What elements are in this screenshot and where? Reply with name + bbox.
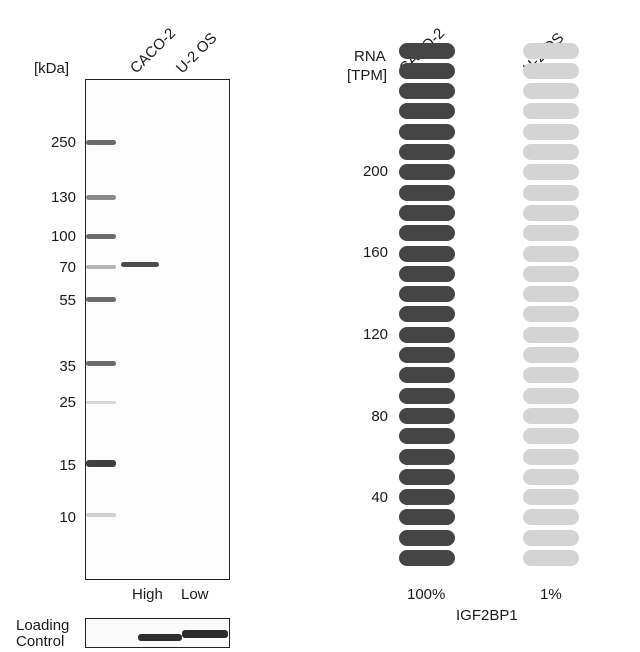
rna-bar-segment: [523, 306, 579, 323]
rna-bar-segment: [399, 184, 455, 201]
ladder-band-55: [86, 297, 116, 302]
loading-control-band-caco2: [138, 634, 182, 641]
ladder-band-15: [86, 460, 116, 467]
rna-bar-segment: [523, 428, 579, 445]
loading-control-label-line1: Loading: [16, 617, 70, 634]
rna-bar-segment: [399, 42, 455, 59]
rna-bar-segment: [523, 144, 579, 160]
rna-ytick-80: 80: [371, 408, 388, 425]
ladder-band-10: [86, 513, 116, 517]
rna-bar-segment: [523, 164, 579, 181]
rna-bar-segment: [523, 367, 579, 384]
rna-bar-segment: [523, 347, 579, 363]
rna-bar-caco2: [399, 0, 455, 652]
rna-ytick-40: 40: [371, 489, 388, 506]
rna-bar-segment: [523, 225, 579, 242]
gene-name-label: IGF2BP1: [456, 607, 518, 624]
loading-control-membrane: [85, 618, 230, 648]
rna-bar-segment: [399, 367, 455, 384]
rna-bar-segment: [523, 509, 579, 526]
marker-label-25: 25: [59, 394, 76, 411]
rna-percent-label-caco2: 100%: [407, 586, 446, 603]
rna-bar-segment: [399, 286, 455, 303]
rna-percent-label-u2os: 1%: [540, 586, 562, 603]
rna-bar-segment: [523, 265, 579, 282]
rna-bar-segment: [523, 123, 579, 140]
rna-bar-segment: [399, 448, 455, 465]
rna-bar-segment: [399, 225, 455, 242]
rna-bar-segment: [523, 326, 579, 343]
rna-bar-segment: [523, 468, 579, 485]
blot-lane-label-u2os: U-2 OS: [172, 29, 221, 77]
rna-bar-segment: [399, 347, 455, 363]
rna-bar-segment: [399, 407, 455, 424]
rna-bar-segment: [399, 468, 455, 485]
marker-label-130: 130: [50, 189, 76, 206]
loading-control-band-u2os: [182, 630, 228, 638]
ladder-band-130: [86, 195, 116, 200]
rna-ytick-200: 200: [362, 163, 388, 180]
expression-level-high: High: [132, 586, 163, 603]
rna-bar-segment: [523, 62, 579, 79]
rna-bar-segment: [399, 164, 455, 181]
rna-bar-segment: [399, 144, 455, 160]
rna-bar-segment: [399, 306, 455, 323]
marker-label-10: 10: [59, 509, 76, 526]
western-blot-membrane: [85, 79, 230, 580]
ladder-band-250: [86, 140, 116, 145]
rna-bar-segment: [523, 42, 579, 59]
rna-bar-segment: [399, 204, 455, 221]
rna-bar-segment: [399, 428, 455, 445]
marker-label-100: 100: [50, 228, 76, 245]
expression-level-low: Low: [181, 586, 209, 603]
ladder-band-25: [86, 401, 116, 404]
rna-bar-segment: [399, 529, 455, 546]
rna-bar-segment: [399, 489, 455, 506]
rna-bar-u2os: [523, 0, 579, 652]
rna-bar-segment: [399, 245, 455, 262]
rna-bar-segment: [523, 529, 579, 546]
kda-unit-label: [kDa]: [34, 60, 70, 77]
rna-bar-segment: [399, 83, 455, 100]
rna-bar-segment: [399, 62, 455, 79]
rna-bar-segment: [399, 550, 455, 566]
rna-bar-segment: [523, 245, 579, 262]
rna-bar-segment: [523, 184, 579, 201]
rna-ylabel-line2: [TPM]: [347, 67, 387, 84]
rna-bar-segment: [523, 489, 579, 506]
sample-band-caco2: [121, 262, 159, 267]
rna-bar-segment: [399, 387, 455, 404]
blot-lane-label-caco2: CACO-2: [126, 24, 180, 77]
ladder-band-70: [86, 265, 116, 269]
rna-bar-segment: [523, 204, 579, 221]
marker-label-70: 70: [59, 259, 76, 276]
ladder-band-35: [86, 361, 116, 366]
loading-control-label-line2: Control: [16, 633, 65, 650]
marker-label-250: 250: [50, 134, 76, 151]
rna-bar-segment: [399, 509, 455, 526]
rna-ytick-120: 120: [362, 326, 388, 343]
rna-bar-segment: [399, 265, 455, 282]
marker-label-35: 35: [59, 358, 76, 375]
marker-label-55: 55: [59, 292, 76, 309]
rna-bar-segment: [523, 407, 579, 424]
rna-bar-segment: [523, 103, 579, 120]
rna-bar-segment: [523, 83, 579, 100]
rna-bar-segment: [523, 448, 579, 465]
rna-bar-segment: [399, 103, 455, 120]
rna-ylabel-line1: RNA: [354, 48, 386, 65]
marker-label-15: 15: [59, 457, 76, 474]
ladder-band-100: [86, 234, 116, 239]
rna-bar-segment: [399, 326, 455, 343]
rna-bar-segment: [523, 387, 579, 404]
rna-bar-segment: [399, 123, 455, 140]
rna-bar-segment: [523, 286, 579, 303]
rna-bar-segment: [523, 550, 579, 566]
rna-ytick-160: 160: [362, 244, 388, 261]
